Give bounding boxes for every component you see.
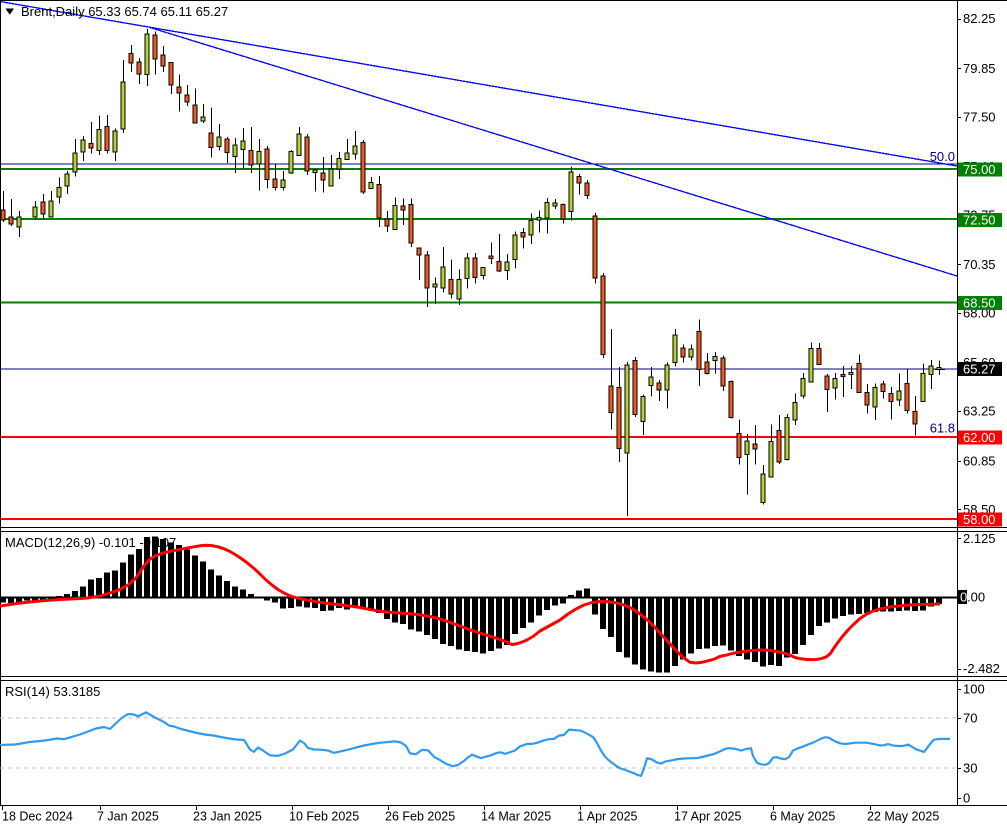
svg-text:63.25: 63.25 — [963, 404, 996, 419]
svg-text:18 Dec 2024: 18 Dec 2024 — [2, 810, 73, 824]
svg-text:22 May 2025: 22 May 2025 — [867, 810, 939, 824]
svg-text:75.00: 75.00 — [963, 162, 996, 177]
svg-text:10 Feb 2025: 10 Feb 2025 — [289, 810, 359, 824]
svg-text:72.50: 72.50 — [963, 213, 996, 228]
svg-text:RSI(14) 53.3185: RSI(14) 53.3185 — [5, 684, 100, 699]
svg-text:65.27: 65.27 — [963, 362, 996, 377]
svg-text:79.85: 79.85 — [963, 61, 996, 76]
svg-text:26 Feb 2025: 26 Feb 2025 — [385, 810, 455, 824]
svg-text:70.35: 70.35 — [963, 257, 996, 272]
svg-text:Brent,Daily 65.33 65.74 65.11: Brent,Daily 65.33 65.74 65.11 65.27 — [21, 4, 228, 19]
svg-text:58.00: 58.00 — [963, 512, 996, 527]
svg-text:61.8: 61.8 — [930, 421, 955, 436]
svg-text:2.125: 2.125 — [963, 531, 996, 546]
svg-text:-2.482: -2.482 — [963, 661, 1000, 676]
svg-text:0: 0 — [960, 590, 967, 605]
svg-text:.00: .00 — [967, 590, 985, 605]
svg-text:100: 100 — [963, 682, 985, 697]
svg-text:1 Apr 2025: 1 Apr 2025 — [577, 810, 638, 824]
svg-text:6 May 2025: 6 May 2025 — [770, 810, 835, 824]
svg-text:68.50: 68.50 — [963, 296, 996, 311]
svg-text:62.00: 62.00 — [963, 430, 996, 445]
svg-text:82.25: 82.25 — [963, 11, 996, 26]
svg-text:70: 70 — [963, 711, 977, 726]
svg-text:60.85: 60.85 — [963, 453, 996, 468]
svg-text:0: 0 — [963, 791, 970, 806]
svg-text:MACD(12,26,9) -0.101 -0.107: MACD(12,26,9) -0.101 -0.107 — [5, 535, 176, 550]
svg-text:77.50: 77.50 — [963, 109, 996, 124]
svg-text:23 Jan 2025: 23 Jan 2025 — [193, 810, 262, 824]
svg-text:50.0: 50.0 — [930, 149, 955, 164]
svg-text:30: 30 — [963, 761, 977, 776]
svg-text:17 Apr 2025: 17 Apr 2025 — [674, 810, 741, 824]
svg-text:7 Jan 2025: 7 Jan 2025 — [97, 810, 159, 824]
svg-text:14 Mar 2025: 14 Mar 2025 — [481, 810, 551, 824]
